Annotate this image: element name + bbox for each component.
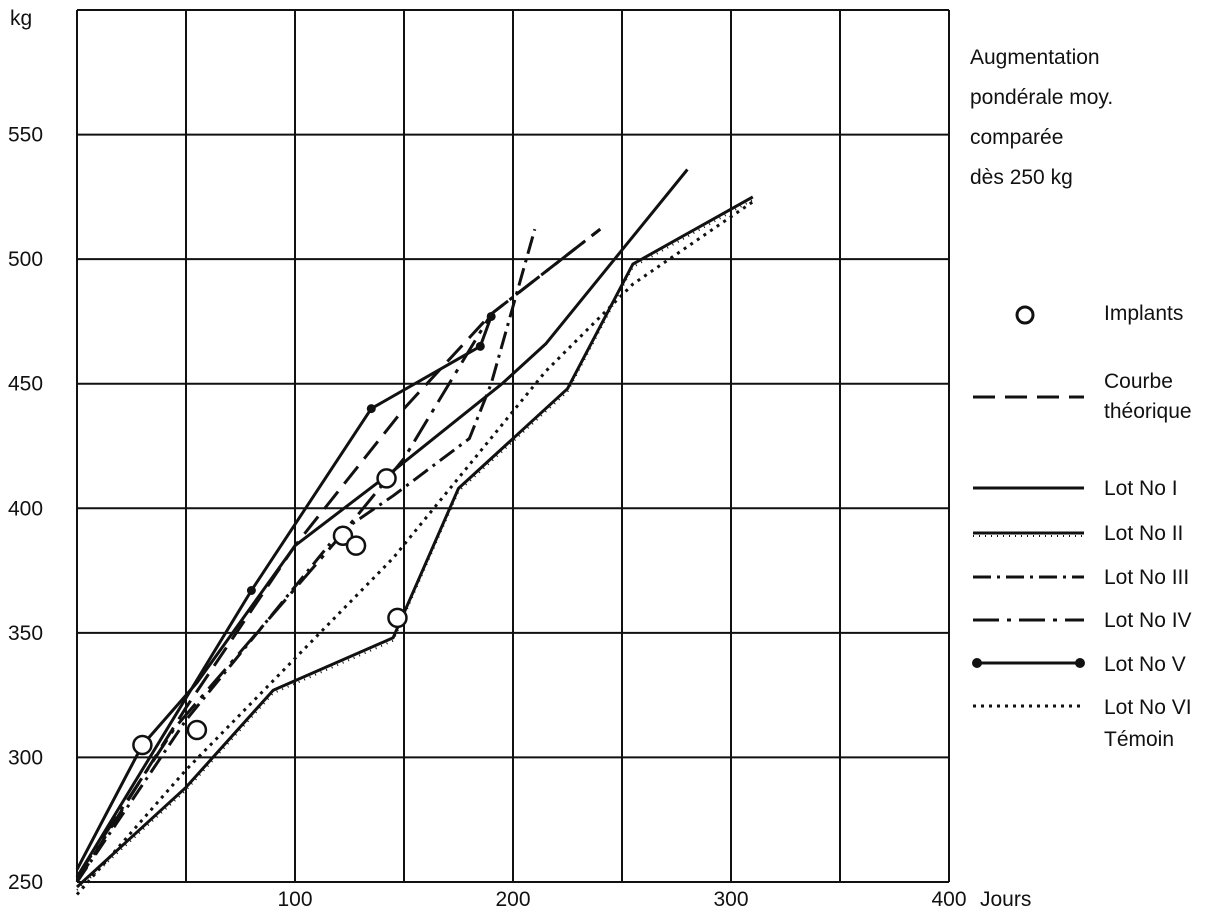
grid	[76, 9, 950, 883]
y-tick-label: 300	[8, 746, 43, 769]
implant-markers	[132, 468, 408, 756]
title-line: Augmentation	[970, 46, 1100, 69]
legend-dot	[1075, 658, 1085, 668]
series-line	[75, 228, 537, 883]
implant-marker	[345, 535, 367, 556]
legend-lot5-label: Lot No V	[1104, 653, 1186, 676]
series-point	[246, 586, 256, 596]
series-point	[475, 341, 485, 351]
legend-theoretical-label-2: théorique	[1104, 400, 1192, 423]
y-tick-label: 250	[8, 871, 43, 894]
legend-lot3-label: Lot No III	[1104, 566, 1190, 589]
series-line	[75, 168, 689, 871]
legend-implants-symbol	[1015, 305, 1035, 325]
y-axis-label: kg	[10, 7, 32, 30]
series-7	[75, 200, 754, 896]
series-line-dots	[76, 199, 754, 891]
x-tick-label: 100	[277, 888, 312, 911]
series-line	[75, 228, 602, 878]
legend-lot2-label: Lot No II	[1104, 522, 1184, 545]
title-line: pondérale moy.	[970, 86, 1114, 109]
y-tick-label: 550	[8, 124, 43, 147]
x-tick-label: 200	[495, 888, 530, 911]
series-5	[75, 228, 602, 878]
implant-marker	[186, 719, 208, 741]
title-line: dès 250 kg	[970, 166, 1073, 189]
title-line: comparée	[970, 126, 1064, 149]
y-tick-label: 500	[8, 248, 43, 271]
legend-lot1-label: Lot No I	[1104, 477, 1178, 500]
y-tick-label: 450	[8, 373, 43, 396]
legend-implants-label: Implants	[1104, 302, 1184, 325]
implant-marker	[132, 734, 153, 756]
x-tick-label: 400	[931, 888, 966, 911]
legend-lot6-label: Lot No VI	[1104, 696, 1192, 719]
series-2	[75, 168, 689, 871]
y-tick-label: 400	[8, 497, 43, 520]
legend-lot4-label: Lot No IV	[1104, 609, 1192, 632]
series-3	[75, 195, 754, 891]
series-point	[486, 311, 496, 321]
y-tick-label: 350	[8, 622, 43, 645]
series-line	[75, 228, 602, 883]
legend-lot6-extra-label: Témoin	[1104, 728, 1175, 751]
x-axis-label: Jours	[980, 888, 1031, 911]
chart-title: Augmentation pondérale moy. comparée dès…	[970, 38, 1113, 198]
series-4	[75, 228, 537, 883]
legend-theoretical-label-1: Courbe	[1104, 370, 1173, 393]
series-point	[366, 404, 376, 414]
series-6	[75, 311, 496, 878]
implant-marker	[387, 607, 408, 629]
series-line	[75, 200, 754, 896]
series-line	[75, 195, 754, 889]
series-1	[75, 228, 602, 883]
legend-dot	[972, 658, 982, 668]
series-line	[75, 315, 493, 878]
legend	[972, 305, 1085, 708]
implant-marker	[376, 468, 397, 489]
x-tick-label: 300	[713, 888, 748, 911]
